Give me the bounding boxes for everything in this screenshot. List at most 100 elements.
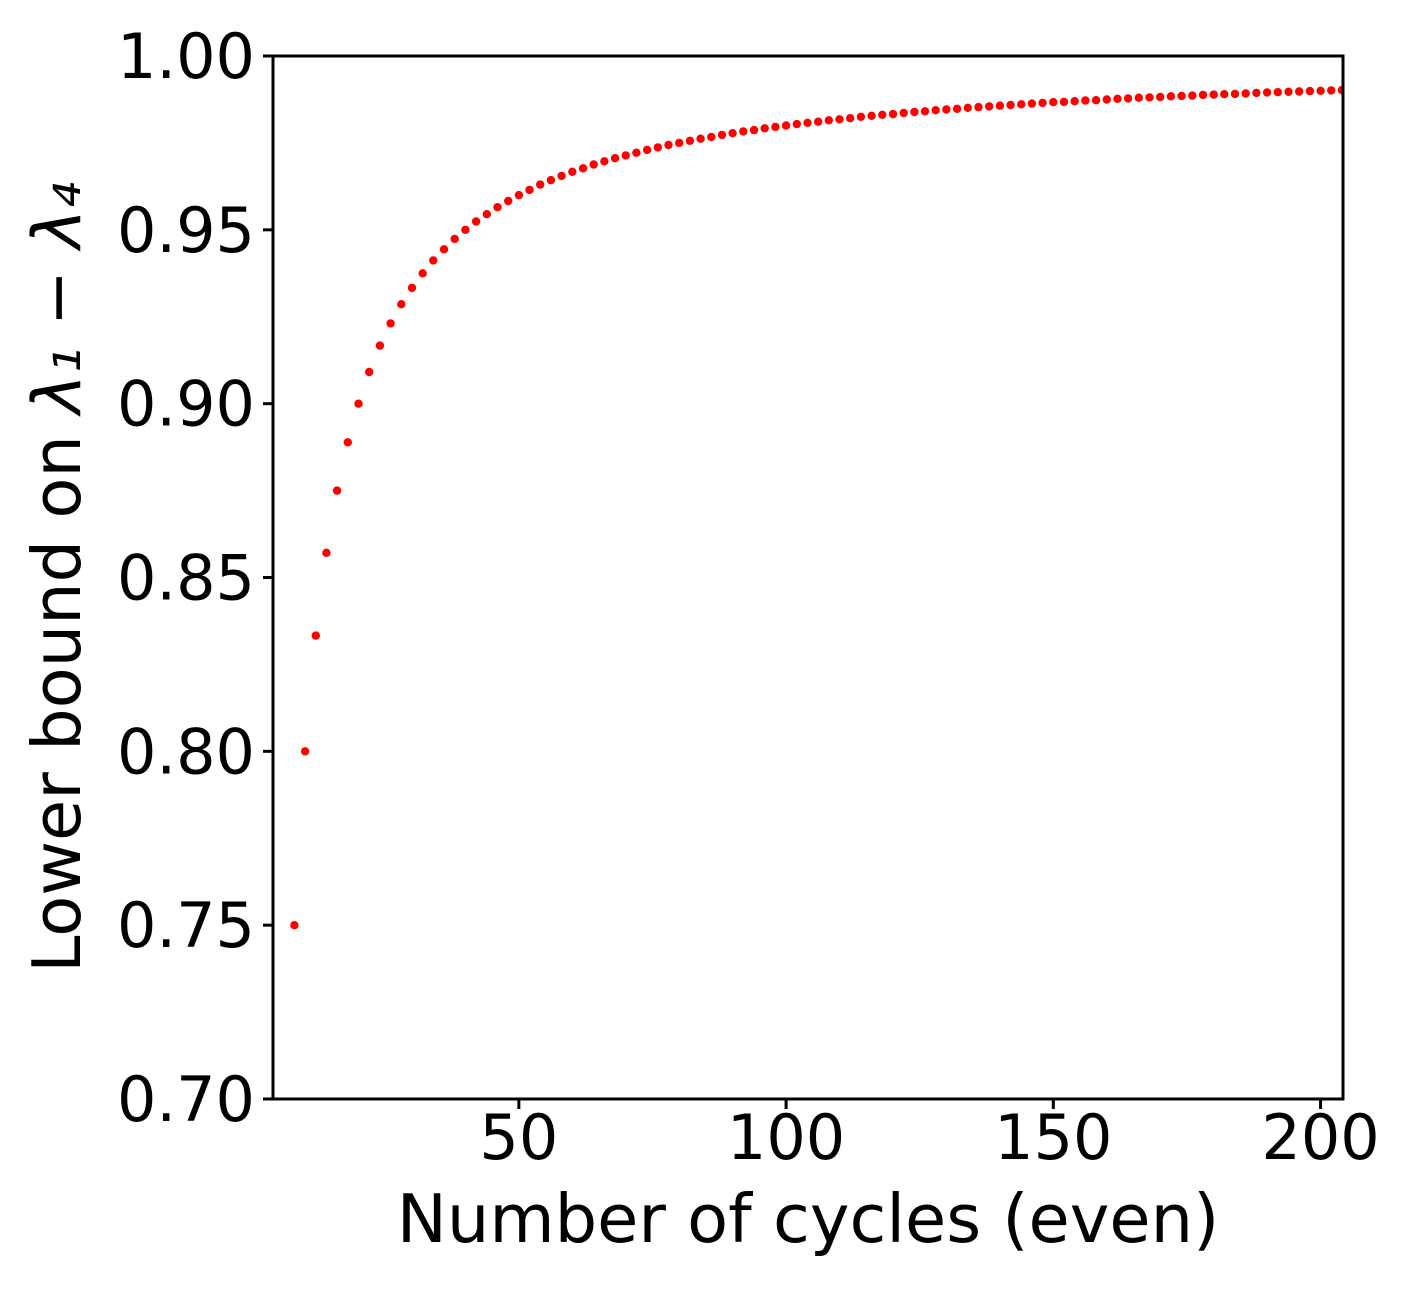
data-point [418,269,427,278]
y-tick-label: 0.70 [117,1063,255,1136]
x-tick-label: 150 [994,1101,1112,1174]
data-point [835,115,844,124]
data-point [1006,100,1015,110]
data-point [685,136,695,145]
data-point [1220,90,1229,99]
data-point [824,116,833,125]
data-point [632,148,641,157]
data-point [365,367,374,377]
data-point [514,190,524,200]
data-point [439,245,449,254]
data-point [471,217,481,226]
data-point [1327,86,1336,95]
x-tick-label: 200 [1261,1101,1379,1174]
data-point [707,132,716,142]
data-point [739,127,748,136]
data-point [760,124,769,133]
data-point [332,486,342,495]
data-point [1017,100,1026,109]
data-point [1316,86,1325,96]
data-point [1166,92,1176,101]
data-point [600,157,609,166]
data-point [493,203,502,212]
data-point [375,341,385,350]
data-point [1209,90,1218,99]
y-tick-label: 0.80 [117,715,255,788]
data-point [931,106,940,115]
data-point [878,110,887,120]
x-axis-label: Number of cycles (even) [397,1180,1220,1258]
data-point [867,111,876,121]
data-point [1070,97,1079,106]
y-tick-label: 1.00 [117,20,255,93]
data-point [311,631,320,640]
data-point [728,129,737,138]
data-point [1284,87,1293,97]
data-point [749,125,759,135]
data-point [1049,98,1058,107]
data-point [1188,91,1197,100]
data-point [1134,93,1144,102]
data-point [1156,92,1165,102]
data-point [1295,87,1304,96]
data-point [429,256,438,265]
data-point [482,210,491,219]
data-point [781,121,791,130]
data-point [1059,97,1069,107]
x-tick-label: 50 [479,1101,558,1174]
data-point [846,114,855,123]
data-point [589,160,598,169]
y-axis-label-math: λ₁ − λ₄ [18,182,96,417]
data-point [461,225,470,234]
data-point [642,145,652,155]
y-tick-label: 0.85 [117,542,255,615]
data-point [568,167,577,176]
plot-border [271,54,1345,1101]
data-point [1038,98,1047,108]
data-point [814,117,823,126]
data-point [963,103,972,113]
data-point [696,134,705,143]
y-tick-label: 0.90 [117,368,255,441]
data-point [1241,89,1250,98]
data-point [1091,96,1101,105]
data-point [920,107,930,116]
data-point [1145,93,1154,102]
data-point [899,108,908,118]
data-point [407,283,417,293]
data-point [856,112,866,122]
data-point [525,185,534,195]
data-point [910,107,919,117]
data-points [290,85,1343,930]
data-point [557,171,566,181]
data-point [952,104,962,114]
data-point [792,119,801,129]
data-point [803,118,812,128]
data-point [717,130,727,140]
data-point [1262,88,1272,97]
data-point [1177,91,1186,101]
data-point [504,196,513,206]
data-point [974,102,983,112]
y-axis-label-prefix: Lower bound on [18,414,96,973]
data-point [985,102,994,111]
data-point [450,234,459,244]
y-tick-label: 0.95 [117,194,255,267]
y-tick-label: 0.75 [117,889,255,962]
data-point [653,143,662,152]
data-point [397,300,406,309]
x-tick-label: 100 [727,1101,845,1174]
data-point [610,154,620,163]
data-point [888,109,898,119]
data-point [675,138,684,148]
data-point [1113,94,1122,104]
data-point [546,175,556,185]
data-point [771,122,780,132]
data-point [578,164,588,173]
data-point [386,319,395,328]
data-point [942,105,951,114]
data-point [536,180,545,189]
data-point [1305,86,1315,96]
